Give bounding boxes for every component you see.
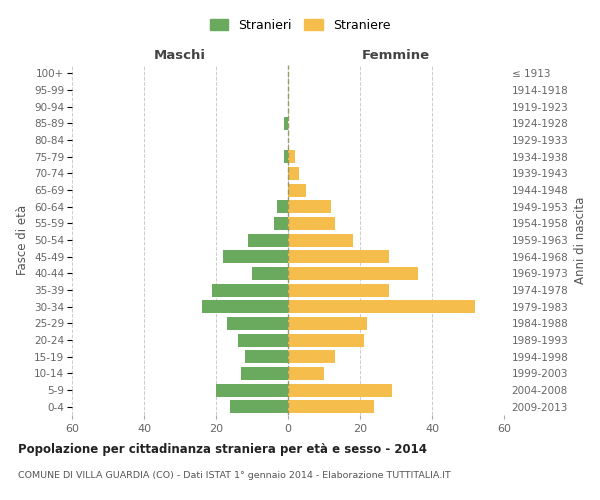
- Y-axis label: Fasce di età: Fasce di età: [16, 205, 29, 275]
- Y-axis label: Anni di nascita: Anni di nascita: [574, 196, 587, 284]
- Bar: [288, 267, 418, 280]
- Bar: [212, 284, 288, 296]
- Bar: [288, 217, 335, 230]
- Bar: [216, 384, 288, 396]
- Text: Popolazione per cittadinanza straniera per età e sesso - 2014: Popolazione per cittadinanza straniera p…: [18, 442, 427, 456]
- Bar: [245, 350, 288, 363]
- Bar: [288, 317, 367, 330]
- Bar: [230, 400, 288, 413]
- Bar: [288, 250, 389, 263]
- Bar: [277, 200, 288, 213]
- Bar: [288, 167, 299, 180]
- Bar: [288, 184, 306, 196]
- Bar: [238, 334, 288, 346]
- Bar: [288, 234, 353, 246]
- Bar: [248, 234, 288, 246]
- Bar: [288, 334, 364, 346]
- Bar: [252, 267, 288, 280]
- Bar: [223, 250, 288, 263]
- Bar: [288, 200, 331, 213]
- Bar: [288, 284, 389, 296]
- Text: Femmine: Femmine: [362, 48, 430, 62]
- Bar: [288, 150, 295, 163]
- Bar: [227, 317, 288, 330]
- Bar: [241, 367, 288, 380]
- Bar: [288, 400, 374, 413]
- Bar: [284, 117, 288, 130]
- Text: Maschi: Maschi: [154, 48, 206, 62]
- Bar: [202, 300, 288, 313]
- Bar: [288, 367, 324, 380]
- Bar: [288, 384, 392, 396]
- Bar: [288, 350, 335, 363]
- Bar: [288, 300, 475, 313]
- Text: COMUNE DI VILLA GUARDIA (CO) - Dati ISTAT 1° gennaio 2014 - Elaborazione TUTTITA: COMUNE DI VILLA GUARDIA (CO) - Dati ISTA…: [18, 471, 451, 480]
- Bar: [284, 150, 288, 163]
- Legend: Stranieri, Straniere: Stranieri, Straniere: [205, 14, 395, 37]
- Bar: [274, 217, 288, 230]
